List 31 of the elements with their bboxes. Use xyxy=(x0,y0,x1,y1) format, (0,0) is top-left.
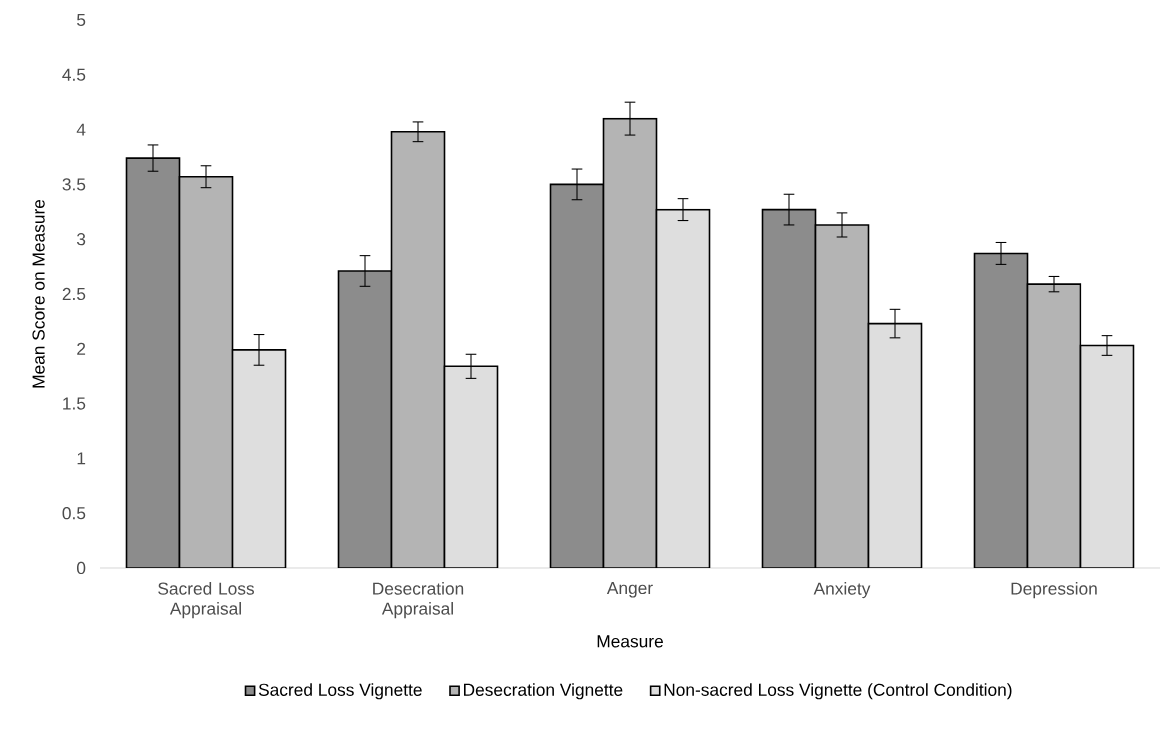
bar xyxy=(655,208,711,568)
y-tick-label: 4.5 xyxy=(62,68,86,81)
y-tick-label: 1.5 xyxy=(63,397,86,410)
x-tick-label: Anxiety xyxy=(813,582,871,599)
x-tick-label: Depression xyxy=(1011,582,1097,599)
y-axis-title: Mean Score on Measure xyxy=(32,199,45,388)
y-tick-label: 5 xyxy=(77,13,86,27)
x-tick-label: Anger xyxy=(606,582,653,598)
y-tick-label: 3 xyxy=(76,233,86,246)
x-tick-label: Desecration Appraisal xyxy=(373,582,464,619)
legend-label: Desecration Vignette xyxy=(463,683,623,700)
bar xyxy=(1079,344,1135,568)
bar xyxy=(337,270,393,568)
y-tick-label: 0.5 xyxy=(62,507,86,520)
bar xyxy=(973,252,1029,568)
y-tick-label: 1 xyxy=(77,452,86,465)
bar xyxy=(761,208,817,568)
bar xyxy=(125,157,181,568)
y-tick-label: 0 xyxy=(76,561,86,575)
y-tick-label: 4 xyxy=(76,123,86,136)
legend-label: Non-sacred Loss Vignette (Control Condition) xyxy=(664,683,1012,700)
y-tick-label: 3.5 xyxy=(62,178,86,191)
y-tick-label: 2 xyxy=(77,342,86,355)
bar xyxy=(443,365,499,568)
y-tick-label: 2.5 xyxy=(62,287,86,301)
legend-label: Sacred Loss Vignette xyxy=(258,683,422,700)
bar xyxy=(231,349,287,568)
x-tick-label: Sacred Loss Appraisal xyxy=(158,582,255,619)
bar xyxy=(549,183,605,568)
x-axis-title: Measure xyxy=(597,635,663,648)
bar xyxy=(867,322,923,568)
